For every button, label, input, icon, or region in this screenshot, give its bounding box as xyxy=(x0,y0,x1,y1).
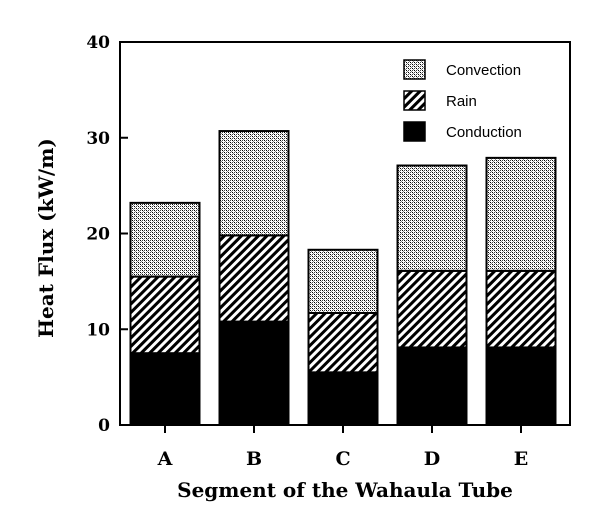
y-tick-label: 40 xyxy=(86,33,110,53)
bar-segment-rain-a xyxy=(129,275,201,355)
bar-segment-conduction-a xyxy=(129,352,201,426)
bar-segment-convection-d xyxy=(396,164,468,272)
bar-segment-conduction-e xyxy=(485,346,557,427)
bar-segment-conduction-b xyxy=(218,320,290,426)
y-tick-label: 0 xyxy=(98,416,110,436)
bar-segment-convection-c xyxy=(307,248,379,314)
bar-segment-convection-b xyxy=(218,130,290,237)
x-axis-category-labels: A B C D E xyxy=(157,425,528,470)
x-category-label: A xyxy=(157,448,173,470)
bar-segment-convection-e xyxy=(485,156,557,272)
y-tick-label: 10 xyxy=(86,320,110,340)
y-tick-label: 30 xyxy=(86,129,110,149)
bar-segment-rain-d xyxy=(396,269,468,349)
legend: Convection Rain Conduction xyxy=(403,59,522,142)
y-axis-title: Heat Flux (kW/m) xyxy=(34,138,58,338)
y-tick-label: 20 xyxy=(86,225,110,245)
y-axis-ticks: 0 10 20 30 40 xyxy=(86,33,128,436)
bar-segment-rain-e xyxy=(485,269,557,349)
bar-segment-rain-b xyxy=(218,234,290,323)
bar-segment-conduction-c xyxy=(307,371,379,426)
legend-label-convection: Convection xyxy=(446,62,521,79)
bar-segment-conduction-d xyxy=(396,346,468,427)
bars-group xyxy=(129,130,557,427)
x-axis-title: Segment of the Wahaula Tube xyxy=(177,478,513,502)
x-category-label: C xyxy=(335,448,350,470)
legend-label-conduction: Conduction xyxy=(446,124,522,141)
bar-segment-rain-c xyxy=(307,311,379,374)
legend-swatch-rain xyxy=(403,90,426,111)
bar-segment-convection-a xyxy=(129,201,201,278)
legend-swatch-conduction xyxy=(403,121,426,142)
x-category-label: D xyxy=(424,448,440,470)
legend-label-rain: Rain xyxy=(446,93,477,110)
legend-swatch-convection xyxy=(403,59,426,80)
x-category-label: E xyxy=(514,448,528,470)
x-category-label: B xyxy=(246,448,262,470)
